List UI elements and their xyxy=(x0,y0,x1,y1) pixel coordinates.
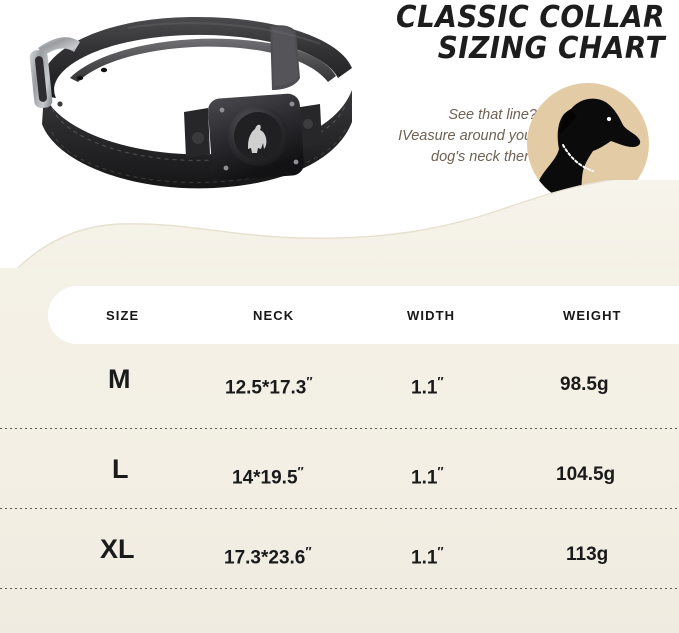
cell-neck-unit: ″ xyxy=(297,464,304,479)
top-photo-area: CLASSIC COLLAR SIZING CHART See that lin… xyxy=(0,0,679,235)
airtag-rivet-left xyxy=(192,132,204,144)
cell-width-value: 1.1 xyxy=(411,547,438,569)
collar-highlight xyxy=(127,22,321,45)
collar-stitching-lower xyxy=(51,127,347,183)
table-header-row: SIZE NECK WIDTH WEIGHT xyxy=(0,308,679,348)
collar-inner-padding xyxy=(70,38,336,82)
cell-weight: 113g xyxy=(566,544,609,565)
cell-neck-value: 17.3*23.6 xyxy=(224,547,306,569)
cell-size: XL xyxy=(100,534,135,564)
cell-neck-value: 14*19.5 xyxy=(232,467,298,489)
table-row: XL 17.3*23.6″ 1.1″ 113g xyxy=(0,534,679,584)
cell-neck-unit: ″ xyxy=(305,544,312,559)
callout-text: See that line? IVeasure around your dog'… xyxy=(355,105,537,168)
collar-keeper-loop-highlight xyxy=(272,27,298,86)
dog-ear xyxy=(560,109,577,135)
cell-neck-unit: ″ xyxy=(306,374,313,389)
title-line-2: SIZING CHART xyxy=(437,31,665,66)
wave-edge-line xyxy=(0,180,615,289)
cell-width-unit: ″ xyxy=(437,544,444,559)
callout-line-3: dog's neck there xyxy=(431,149,537,165)
dog-eye xyxy=(606,116,612,122)
cell-neck: 14*19.5″ xyxy=(232,464,304,489)
row-divider xyxy=(0,428,679,429)
airtag-holder xyxy=(184,93,322,181)
cell-width-value: 1.1 xyxy=(411,377,438,399)
collar-hole-1 xyxy=(76,75,84,81)
callout-line-1: See that line? xyxy=(448,107,537,123)
row-divider xyxy=(0,588,679,589)
cell-size: L xyxy=(112,454,129,484)
page-title: CLASSIC COLLAR SIZING CHART xyxy=(358,2,665,64)
cell-width: 1.1″ xyxy=(411,464,444,489)
title-line-1: CLASSIC COLLAR xyxy=(396,0,665,35)
table-row: M 12.5*17.3″ 1.1″ 98.5g xyxy=(0,364,679,414)
collar-hole-2 xyxy=(100,67,108,73)
collar-buckle-hole xyxy=(35,56,47,102)
airtag-screw-tl xyxy=(219,107,225,113)
column-header-neck: NECK xyxy=(253,308,295,323)
dog-silhouette-body xyxy=(533,98,641,205)
callout-line-2: IVeasure around your xyxy=(398,128,537,144)
collar-buckle-tongue xyxy=(38,37,80,56)
airtag-screw-br xyxy=(293,159,299,165)
airtag-rivet-right xyxy=(303,119,313,129)
cell-size: M xyxy=(108,364,131,394)
cell-weight: 104.5g xyxy=(556,464,616,485)
column-header-size: SIZE xyxy=(106,308,140,323)
cell-width-unit: ″ xyxy=(437,464,444,479)
cell-width: 1.1″ xyxy=(411,544,444,569)
airtag-screw-tr xyxy=(289,101,295,107)
airtag-dog-emblem-icon xyxy=(248,124,267,153)
column-header-width: WIDTH xyxy=(407,308,456,323)
cell-weight: 98.5g xyxy=(560,374,609,395)
table-header-band xyxy=(48,286,679,344)
dog-head-silhouette-icon xyxy=(533,98,641,205)
cell-width-value: 1.1 xyxy=(411,467,438,489)
column-header-weight: WEIGHT xyxy=(563,308,622,323)
cell-width-unit: ″ xyxy=(437,374,444,389)
cell-neck: 12.5*17.3″ xyxy=(225,374,313,399)
airtag-screw-bl xyxy=(223,165,229,171)
table-row: L 14*19.5″ 1.1″ 104.5g xyxy=(0,454,679,504)
dog-collar-photo xyxy=(8,4,363,204)
cell-neck-value: 12.5*17.3 xyxy=(225,377,307,399)
row-divider xyxy=(0,508,679,509)
cell-width: 1.1″ xyxy=(411,374,444,399)
dog-collar-measure-line xyxy=(562,144,594,172)
cell-neck: 17.3*23.6″ xyxy=(224,544,312,569)
collar-rivet-left xyxy=(57,101,63,107)
